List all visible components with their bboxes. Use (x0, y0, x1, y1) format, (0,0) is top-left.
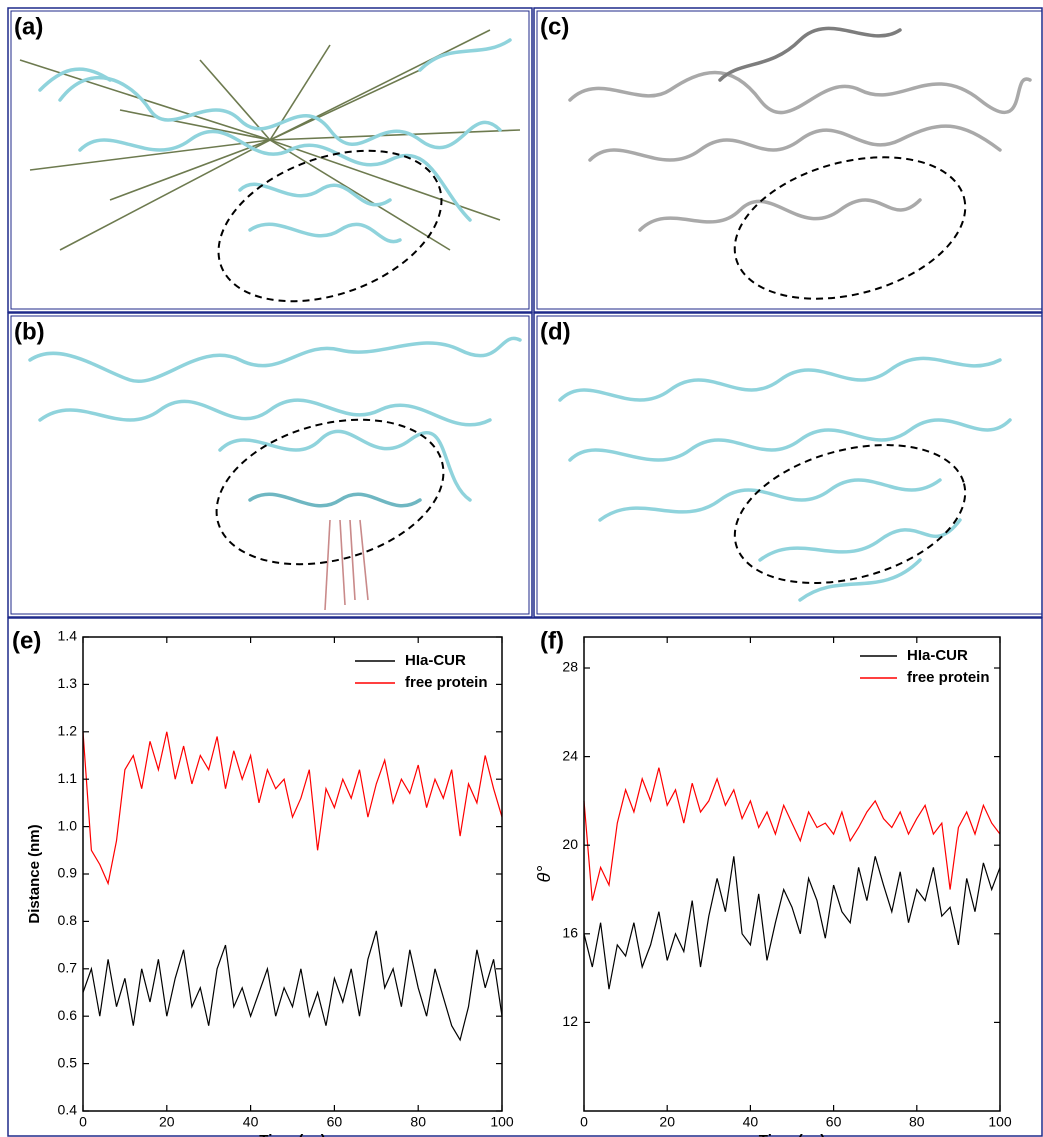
panel-frame (7, 7, 533, 313)
y-tick-label: 1.0 (58, 817, 78, 833)
panel-frame (10, 315, 530, 615)
x-tick-label: 100 (988, 1114, 1012, 1130)
y-tick-label: 1.1 (58, 770, 78, 786)
y-tick-label: 16 (562, 925, 578, 941)
x-tick-label: 60 (327, 1114, 343, 1130)
y-tick-label: 0.5 (58, 1054, 78, 1070)
y-tick-label: 20 (562, 836, 578, 852)
panel-label: (a) (14, 13, 43, 40)
plot-frame (583, 636, 1001, 1112)
molecule-b (28, 336, 522, 611)
y-tick-label: 24 (562, 747, 578, 763)
data-line (82, 930, 503, 1042)
panel-frame (10, 10, 530, 310)
panel-frame (533, 7, 1043, 313)
molecule-c (568, 26, 1032, 300)
panel-frame (533, 312, 1043, 618)
panel-frame (536, 315, 1043, 615)
x-tick-label: 80 (410, 1114, 426, 1130)
data-line (82, 731, 503, 886)
panel-label: (b) (14, 318, 45, 345)
molecule-d (558, 356, 1012, 602)
x-tick-label: 100 (490, 1114, 514, 1130)
y-tick-label: 28 (562, 659, 578, 675)
molecule-a (19, 29, 521, 303)
y-axis-title: θ° (534, 866, 554, 883)
y-tick-label: 0.6 (58, 1007, 78, 1023)
x-tick-label: 20 (159, 1114, 175, 1130)
y-axis-title: Distance (nm) (26, 824, 43, 923)
legend-label: HIa-CUR (405, 652, 466, 669)
legend-label: HIa-CUR (907, 647, 968, 664)
x-tick-label: 0 (580, 1114, 588, 1130)
y-tick-label: 0.4 (58, 1102, 78, 1118)
x-tick-label: 40 (243, 1114, 259, 1130)
plot-frame (82, 636, 503, 1112)
y-tick-label: 0.7 (58, 960, 78, 976)
y-tick-label: 1.4 (58, 628, 78, 644)
panel-label: (c) (540, 13, 569, 40)
panel-label: (e) (12, 627, 41, 654)
x-axis-title: Time (ns) (259, 1132, 325, 1137)
panel-label: (d) (540, 318, 571, 345)
y-tick-label: 1.3 (58, 675, 78, 691)
panel-frame (7, 617, 1043, 1137)
panel-frame (536, 10, 1043, 310)
x-tick-label: 60 (826, 1114, 842, 1130)
x-tick-label: 40 (743, 1114, 759, 1130)
data-line (583, 856, 1001, 990)
y-tick-label: 0.9 (58, 865, 78, 881)
data-line (583, 767, 1001, 901)
x-tick-label: 80 (909, 1114, 925, 1130)
x-tick-label: 20 (659, 1114, 675, 1130)
panel-label: (f) (540, 627, 564, 654)
y-tick-label: 12 (562, 1013, 578, 1029)
panel-frame (7, 312, 533, 618)
y-tick-label: 1.2 (58, 723, 78, 739)
x-tick-label: 0 (79, 1114, 87, 1130)
legend-label: free protein (907, 669, 990, 686)
legend-label: free protein (405, 674, 488, 691)
x-axis-title: Time (ns) (759, 1132, 825, 1137)
y-tick-label: 0.8 (58, 912, 78, 928)
